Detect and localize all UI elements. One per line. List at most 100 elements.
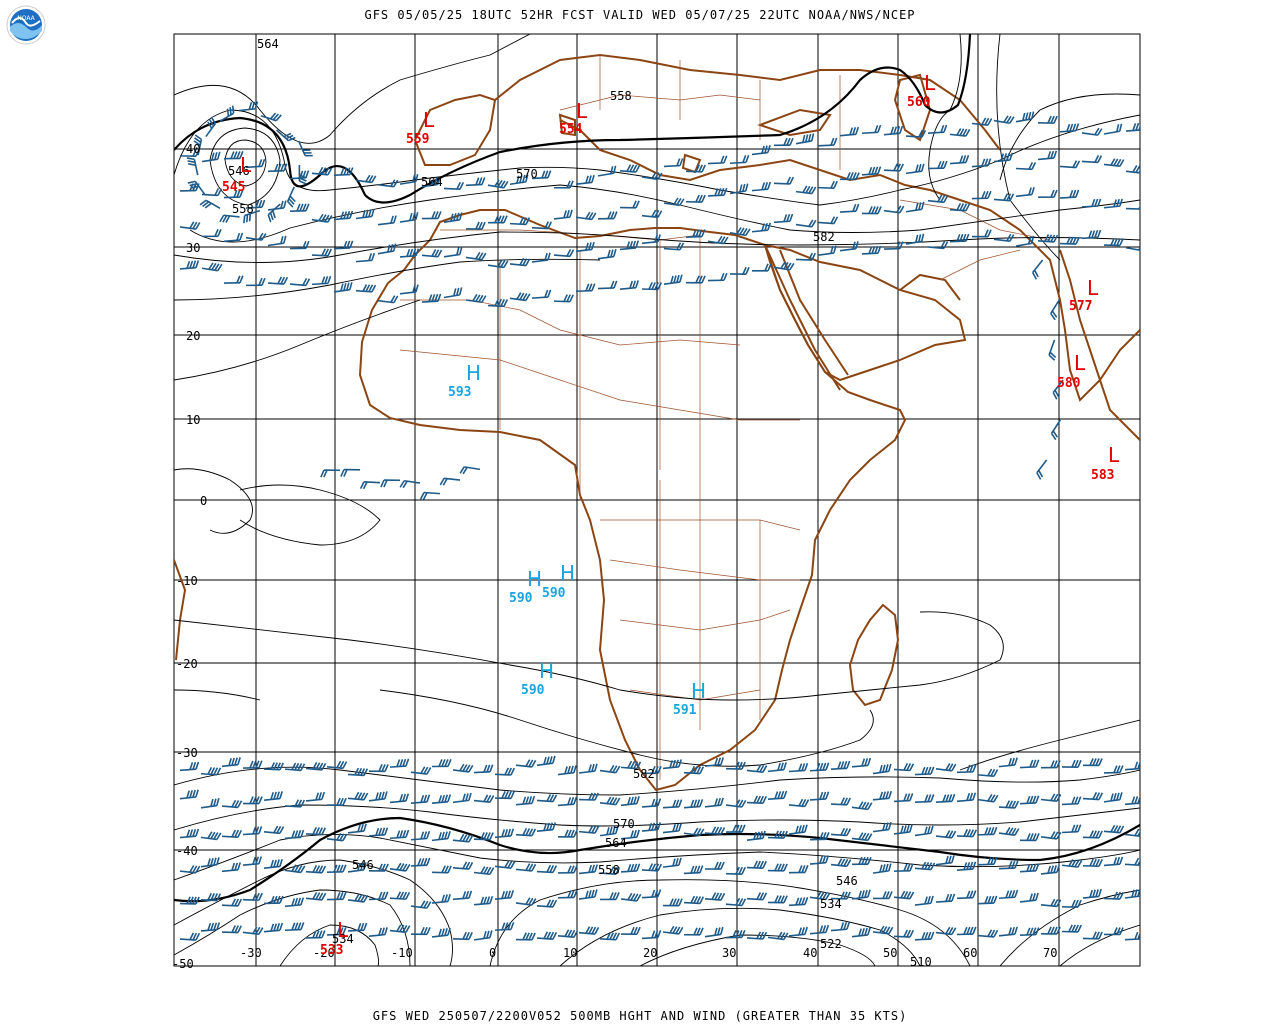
- wind-barb: [641, 822, 662, 832]
- wind-barb: [263, 762, 285, 771]
- svg-text:583: 583: [1091, 468, 1114, 483]
- coastline-africa: [174, 53, 1140, 792]
- wind-barb: [620, 892, 642, 902]
- wind-barb: [1125, 243, 1140, 252]
- low-pressure-centers: L 545 L 559 L 554 L 560 L 577 L 580 L 58…: [222, 71, 1120, 958]
- wind-barb: [998, 827, 1020, 836]
- wind-barb: [663, 158, 684, 168]
- wind-barb: [326, 832, 348, 842]
- contour-label: 558: [232, 202, 254, 216]
- wind-barb: [459, 466, 481, 475]
- svg-text:559: 559: [406, 132, 429, 147]
- wind-barb: [927, 160, 948, 170]
- contour-label: 570: [516, 167, 538, 181]
- wind-barb: [809, 831, 830, 841]
- svg-text:545: 545: [222, 180, 245, 195]
- wind-barb: [465, 221, 486, 230]
- wind-barb: [597, 248, 617, 260]
- wind-barb: [662, 857, 682, 868]
- wind-barb: [619, 200, 640, 209]
- wind-barb: [597, 280, 618, 290]
- wind-barb: [788, 824, 808, 835]
- wind-barb: [707, 235, 729, 245]
- wind-barb: [410, 857, 431, 867]
- lat-label-minus50: -50: [172, 957, 194, 971]
- wind-barb: [368, 791, 388, 802]
- wind-barb: [851, 856, 872, 866]
- wind-barb: [1125, 165, 1140, 174]
- wind-barb: [949, 233, 970, 243]
- wind-barb: [242, 760, 263, 769]
- wind-barb: [305, 791, 326, 802]
- wind-barb: [431, 927, 451, 938]
- contour-label: 564: [421, 175, 443, 189]
- wind-barb: [443, 181, 465, 191]
- lon-label-minus10: -10: [391, 946, 413, 960]
- wind-barb: [620, 796, 640, 807]
- wind-barb: [977, 794, 999, 803]
- wind-barb: [851, 927, 871, 938]
- wind-barb: [893, 824, 913, 835]
- svg-text:L: L: [423, 108, 435, 132]
- svg-text:590: 590: [542, 586, 566, 601]
- wind-barb: [201, 188, 223, 197]
- svg-text:L: L: [1074, 351, 1086, 375]
- lon-label-minus20: -20: [313, 946, 335, 960]
- contour-label: 558: [598, 863, 620, 877]
- wind-barb: [389, 891, 411, 900]
- wind-barb: [1124, 931, 1140, 941]
- wind-barb: [893, 890, 915, 900]
- wind-barb: [704, 892, 726, 901]
- wind-barb: [267, 203, 281, 223]
- svg-text:580: 580: [1057, 376, 1081, 391]
- wind-barb: [1082, 758, 1103, 767]
- wind-barb: [347, 893, 369, 903]
- wind-barb: [1040, 831, 1062, 840]
- wind-barb: [223, 275, 244, 284]
- wind-barb: [1052, 379, 1064, 400]
- wind-barb: [1103, 198, 1123, 209]
- wind-barb: [531, 289, 552, 299]
- wind-barb: [399, 174, 419, 185]
- wind-barb: [575, 211, 597, 221]
- wind-barb: [201, 228, 222, 238]
- wind-barb: [1061, 924, 1082, 933]
- wind-barb: [275, 129, 296, 142]
- wind-barb: [914, 895, 934, 906]
- wind-barb: [935, 855, 955, 866]
- wind-barb: [1103, 792, 1123, 803]
- wind-barb: [223, 189, 244, 199]
- wind-barb: [557, 929, 579, 939]
- wind-barb: [320, 469, 341, 478]
- wind-barb: [773, 176, 794, 185]
- wind-barb: [465, 251, 487, 261]
- wind-barb: [465, 294, 487, 304]
- wind-barb: [219, 214, 240, 223]
- wind-barb: [795, 133, 815, 145]
- wind-barb: [1125, 201, 1140, 210]
- wind-barb: [767, 895, 788, 904]
- wind-barb: [531, 221, 553, 230]
- wind-barb: [746, 931, 768, 940]
- wind-barb: [221, 925, 242, 934]
- wind-barb: [421, 176, 441, 188]
- wind-barb: [1124, 888, 1140, 899]
- wind-barb: [977, 768, 999, 778]
- wind-barb: [242, 856, 263, 866]
- wind-barb: [914, 766, 935, 776]
- wind-barb: [725, 799, 747, 808]
- wind-barb: [359, 480, 381, 490]
- wind-barb: [830, 760, 851, 770]
- wind-barb: [998, 800, 1020, 809]
- wind-barb: [956, 861, 977, 871]
- wind-barb: [263, 858, 283, 869]
- noaa-logo: NOAA: [6, 5, 46, 45]
- high-center: H 593: [448, 361, 481, 400]
- wind-barb: [347, 767, 369, 777]
- wind-barb: [619, 280, 640, 290]
- lat-label-40: 40: [186, 142, 200, 156]
- svg-text:L: L: [337, 918, 349, 942]
- wind-barb: [494, 890, 514, 901]
- wind-barb: [746, 830, 766, 841]
- svg-text:H: H: [560, 561, 575, 585]
